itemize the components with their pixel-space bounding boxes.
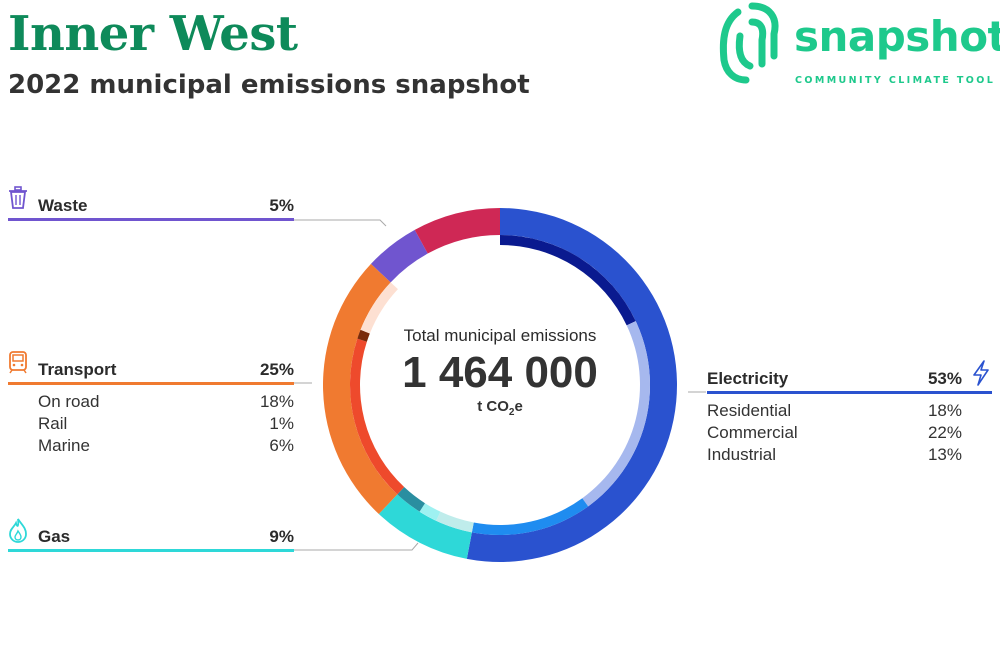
sub-percent-marine: 6%	[269, 436, 294, 455]
category-gas: Gas 9%	[8, 518, 294, 557]
donut-sub-slice-on-road	[350, 338, 405, 495]
inner-ring	[350, 235, 650, 535]
category-name: Gas	[38, 527, 71, 546]
category-transport: Transport 25%	[8, 351, 294, 390]
category-underline	[8, 382, 294, 385]
donut-sub-slice-rail	[357, 329, 370, 342]
donut-slice-transport	[323, 263, 398, 515]
sub-name-residential: Residential	[707, 401, 792, 420]
donut-sub-slice-residential	[500, 235, 636, 326]
leader-line-waste	[293, 219, 387, 227]
donut-slice-gas	[378, 494, 472, 559]
flame-icon	[9, 518, 27, 543]
fingerprint-logo-icon	[719, 2, 779, 84]
sub-percent-commercial: 22%	[927, 423, 962, 442]
sub-name-rail: Rail	[38, 414, 68, 433]
category-underline	[8, 218, 294, 221]
snapshot-logo: snapshot COMMUNITY CLIMATE TOOL	[712, 0, 1000, 92]
leader-line-gas	[293, 542, 419, 551]
center-total: 1 464 000	[402, 348, 598, 397]
category-percent: 53%	[927, 369, 962, 388]
logo-wordmark: snapshot	[794, 12, 1000, 61]
sub-name-on-road: On road	[38, 392, 100, 411]
outer-ring	[323, 208, 677, 562]
donut-sub-slice-gas-1	[419, 503, 441, 521]
category-percent: 9%	[269, 527, 294, 546]
trash-icon	[9, 186, 27, 209]
sub-name-commercial: Commercial	[707, 423, 798, 442]
center-label: Total municipal emissions	[403, 326, 597, 345]
donut-sub-slice-gas-2	[397, 487, 425, 512]
sub-name-marine: Marine	[38, 436, 90, 455]
logo-tagline: COMMUNITY CLIMATE TOOL	[795, 75, 996, 86]
donut-slice-electricity	[466, 208, 677, 562]
category-waste: Waste 5%	[8, 186, 294, 226]
lightning-icon	[973, 360, 989, 386]
train-icon	[9, 351, 27, 374]
category-percent: 5%	[269, 196, 294, 215]
page-subtitle: 2022 municipal emissions snapshot	[8, 70, 530, 100]
donut-sub-slice-marine	[360, 282, 398, 334]
category-name: Transport	[38, 360, 117, 379]
category-electricity: Electricity 53%	[707, 360, 992, 399]
donut-slice-waste	[370, 229, 428, 283]
sub-percent-industrial: 13%	[927, 445, 962, 464]
donut-sub-slice-commercial	[582, 321, 650, 507]
sub-percent-on-road: 18%	[259, 392, 294, 411]
sub-percent-rail: 1%	[269, 414, 294, 433]
donut-center: Total municipal emissions 1 464 000 t CO…	[350, 326, 650, 418]
category-percent: 25%	[259, 360, 294, 379]
sub-name-industrial: Industrial	[707, 445, 776, 464]
donut-sub-slice-gas-0	[436, 511, 474, 533]
donut-slice-other-4	[414, 208, 500, 254]
donut-sub-slice-industrial	[471, 498, 589, 535]
page-title: Inner West	[8, 6, 298, 62]
sub-percent-residential: 18%	[927, 401, 962, 420]
center-unit: t CO2e	[477, 398, 523, 418]
category-name: Electricity	[707, 369, 789, 388]
category-name: Waste	[38, 196, 88, 215]
category-underline	[707, 391, 992, 394]
category-underline	[8, 549, 294, 552]
